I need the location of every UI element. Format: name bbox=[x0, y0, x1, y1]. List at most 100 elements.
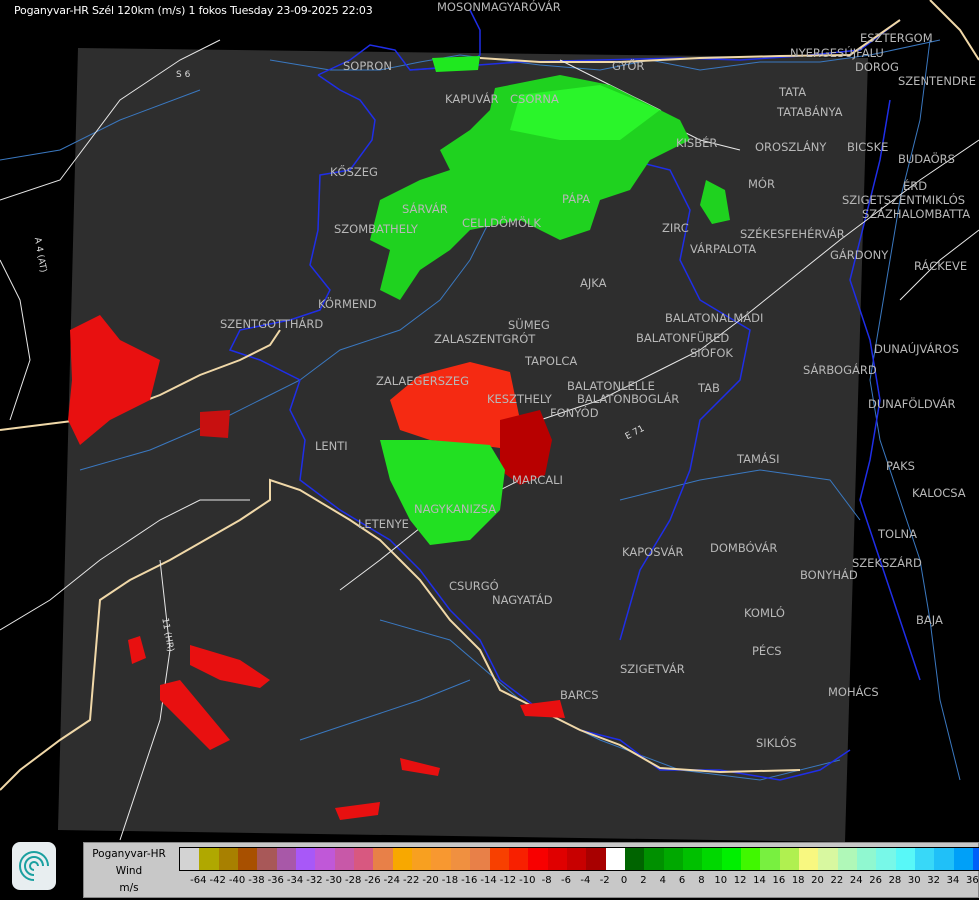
city-label: CELLDÖMÖLK bbox=[462, 216, 541, 230]
legend-color-cell bbox=[857, 848, 877, 870]
city-label: KALOCSA bbox=[912, 486, 966, 500]
city-label: ESZTERGOM bbox=[860, 31, 933, 45]
legend-color-cell bbox=[915, 848, 935, 870]
legend-color-cell bbox=[644, 848, 664, 870]
legend-tick-label: 12 bbox=[733, 875, 747, 886]
city-label: CSURGÓ bbox=[449, 579, 499, 593]
city-label: SÜMEG bbox=[508, 318, 550, 332]
city-label: SZÁZHALOMBATTA bbox=[862, 207, 971, 221]
legend-color-cell bbox=[818, 848, 838, 870]
rivers bbox=[0, 39, 961, 781]
city-label: SIÓFOK bbox=[690, 346, 733, 360]
legend-color-cell bbox=[296, 848, 316, 870]
echo-red-barcs bbox=[520, 700, 565, 718]
legend-color-cell bbox=[799, 848, 819, 870]
legend-color-cell bbox=[489, 848, 509, 870]
legend-color-cell bbox=[721, 848, 741, 870]
legend-tick-label: -8 bbox=[541, 875, 552, 886]
legend-tick-label: 6 bbox=[678, 875, 686, 886]
city-label: SZIGETSZENTMIKLÓS bbox=[842, 193, 966, 207]
echo-red-sw2 bbox=[160, 680, 230, 750]
legend-color-cell bbox=[895, 848, 916, 870]
legend-tick-label: -40 bbox=[228, 875, 246, 886]
city-label: TAB bbox=[698, 381, 720, 395]
city-label: TOLNA bbox=[878, 527, 917, 541]
legend-tick-label: 26 bbox=[869, 875, 882, 886]
echo-red-sw1 bbox=[190, 645, 270, 688]
echo-green-east bbox=[700, 180, 730, 224]
legend-tick-label: 4 bbox=[659, 875, 666, 886]
city-label: ZALASZENTGRÓT bbox=[434, 332, 536, 346]
city-label: BALATONBOGLÁR bbox=[577, 392, 680, 406]
legend-color-cell bbox=[238, 848, 258, 870]
legend-caption: Poganyvar-HR Wind m/s bbox=[84, 846, 174, 897]
city-label: GÁRDONY bbox=[830, 248, 889, 262]
city-label: OROSZLÁNY bbox=[755, 140, 827, 154]
city-label: SZOMBATHELY bbox=[334, 222, 418, 236]
legend-color-cell bbox=[218, 848, 239, 870]
legend-color-cell bbox=[412, 848, 432, 870]
city-label: TATABÁNYA bbox=[777, 105, 843, 119]
legend-color-cell bbox=[508, 848, 529, 870]
legend-quantity: Wind bbox=[115, 865, 143, 877]
legend-color-cell bbox=[740, 848, 761, 870]
legend-tick-label: 8 bbox=[698, 875, 705, 886]
legend-color-cell bbox=[431, 848, 451, 870]
city-label: SZENTGOTTHÁRD bbox=[220, 317, 324, 331]
city-label: MARCALI bbox=[512, 473, 563, 487]
legend-color-cell bbox=[199, 848, 219, 870]
city-label: ÉRD bbox=[903, 179, 928, 193]
legend-tick-label: 10 bbox=[714, 875, 728, 886]
city-label: MÓR bbox=[748, 177, 775, 191]
legend-color-cell bbox=[973, 848, 979, 870]
legend-tick-label: -10 bbox=[519, 875, 536, 886]
legend-color-cell bbox=[779, 848, 799, 870]
city-label: GYŐR bbox=[612, 59, 645, 73]
legend-tick-label: -42 bbox=[209, 875, 226, 886]
echo-red-west bbox=[68, 315, 160, 445]
legend-tick-label: -14 bbox=[480, 875, 497, 886]
city-label: KAPOSVÁR bbox=[622, 545, 684, 559]
legend-color-cell bbox=[528, 848, 548, 870]
radar-echoes bbox=[68, 56, 730, 820]
swirl-logo-icon bbox=[19, 851, 49, 881]
city-label: SZÉKESFEHÉRVÁR bbox=[740, 227, 845, 241]
legend-color-cell bbox=[354, 848, 374, 870]
legend-color-cell bbox=[373, 848, 393, 870]
legend-color-cell bbox=[586, 848, 606, 870]
legend-tick-label: -38 bbox=[248, 875, 265, 886]
legend-tick-label: 20 bbox=[811, 875, 824, 886]
echo-green-core bbox=[380, 440, 505, 545]
national-border bbox=[0, 0, 979, 791]
legend-color-cell bbox=[837, 848, 858, 870]
city-label: BARCS bbox=[560, 688, 599, 702]
legend-tick-label: 0 bbox=[620, 875, 628, 886]
legend-tick-label: -20 bbox=[422, 875, 439, 886]
city-label: PAKS bbox=[886, 459, 915, 473]
legend-tick-label: 18 bbox=[791, 875, 805, 886]
city-label: KÖRMEND bbox=[318, 297, 377, 311]
legend-tick-label: -34 bbox=[286, 875, 304, 886]
legend-tick-label: -12 bbox=[499, 875, 517, 886]
city-label: PÉCS bbox=[752, 644, 782, 658]
radar-title: Poganyvar-HR Szél 120km (m/s) 1 fokos Tu… bbox=[14, 4, 373, 17]
city-label: BICSKE bbox=[847, 140, 889, 154]
city-label: SOPRON bbox=[343, 59, 392, 73]
city-label: FONYÓD bbox=[550, 406, 599, 420]
legend-color-cell bbox=[702, 848, 722, 870]
legend-tick-label: 36 bbox=[965, 875, 979, 886]
city-label: BALATONLELLE bbox=[567, 379, 655, 393]
city-label: SIKLÓS bbox=[756, 736, 797, 750]
legend-tick-label: -64 bbox=[190, 875, 207, 886]
legend-color-scale bbox=[179, 847, 979, 871]
legend-color-cell bbox=[180, 848, 200, 870]
city-label: KISBÉR bbox=[676, 136, 718, 150]
legend-tick-label: -2 bbox=[599, 875, 610, 886]
legend-tick-label: -18 bbox=[441, 875, 459, 886]
road-label: S 6 bbox=[176, 70, 191, 80]
city-label: LETENYE bbox=[358, 517, 409, 531]
city-label: MOHÁCS bbox=[828, 685, 879, 699]
city-label: TATA bbox=[779, 85, 807, 99]
